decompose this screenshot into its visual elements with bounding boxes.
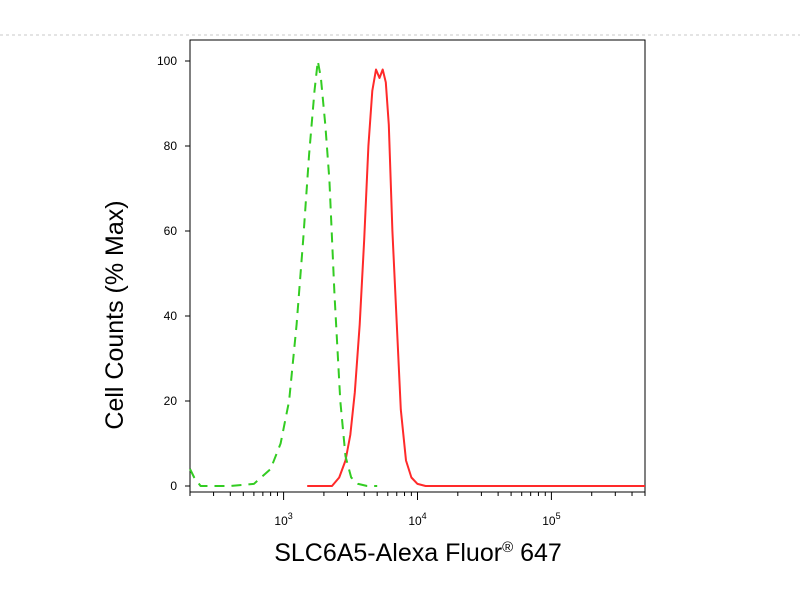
y-axis: 0 20 40 60 80 100 xyxy=(157,54,190,493)
series-layer xyxy=(189,60,645,487)
y-axis-title: Cell Counts (% Max) xyxy=(101,200,129,429)
y-tick-label: 20 xyxy=(164,394,178,408)
y-tick-label: 80 xyxy=(164,139,178,153)
x-axis: 103 104 105 xyxy=(189,492,646,528)
red-solid-series-line xyxy=(307,68,645,487)
y-tick-label: 0 xyxy=(170,479,177,493)
y-tick-label: 60 xyxy=(164,224,178,238)
x-tick-label: 105 xyxy=(542,511,560,528)
green-dashed-series-line xyxy=(189,60,378,487)
x-tick-label: 104 xyxy=(408,511,426,528)
y-tick-label: 40 xyxy=(164,309,178,323)
x-axis-title: SLC6A5-Alexa Fluor® 647 xyxy=(274,539,562,567)
x-tick-label: 103 xyxy=(274,511,292,528)
y-tick-label: 100 xyxy=(157,54,177,68)
plot-frame xyxy=(189,39,646,493)
